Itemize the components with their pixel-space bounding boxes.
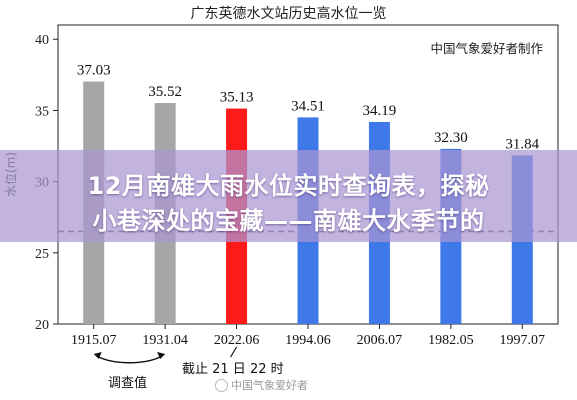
x-tick-label: 2006.07	[357, 333, 403, 348]
y-tick-label: 35	[35, 104, 49, 119]
watermark-text: 中国气象爱好者	[231, 379, 308, 392]
y-tick-label: 20	[35, 318, 49, 333]
survey-arrowhead-left	[93, 352, 102, 359]
value-label: 34.51	[291, 98, 325, 114]
headline-overlay: 12月南雄大雨水位实时查询表，探秘 小巷深处的宝藏——南雄大水季节的	[0, 150, 577, 242]
value-label: 35.52	[148, 84, 182, 100]
x-tick-label: 2022.06	[214, 333, 260, 348]
x-tick-label: 1997.07	[500, 333, 546, 348]
value-label: 34.19	[363, 103, 397, 119]
value-label: 32.30	[434, 130, 468, 146]
survey-bracket	[96, 355, 163, 364]
y-tick-label: 40	[35, 33, 49, 48]
x-tick-label: 1982.05	[428, 333, 474, 348]
survey-note: 调查值	[108, 376, 148, 391]
cutoff-note: 截止 21 日 22 时	[182, 362, 284, 377]
cutoff-pointer	[230, 346, 238, 358]
headline-line-1: 12月南雄大雨水位实时查询表，探秘	[87, 172, 490, 200]
x-tick-label: 1931.04	[142, 333, 188, 348]
watermark-logo-icon	[215, 379, 228, 392]
survey-arrowhead-right	[157, 352, 166, 359]
credit-label: 中国气象爱好者制作	[430, 41, 543, 56]
x-tick-label: 1994.06	[285, 333, 331, 348]
x-tick-label: 1915.07	[71, 333, 117, 348]
watermark: 中国气象爱好者	[215, 377, 308, 393]
value-label: 31.84	[505, 136, 539, 152]
chart-title: 广东英德水文站历史高水位一览	[190, 6, 387, 22]
value-label: 35.13	[220, 90, 254, 106]
headline-line-2: 小巷深处的宝藏——南雄大水季节的	[92, 207, 485, 235]
value-label: 37.03	[77, 63, 111, 79]
y-tick-label: 25	[35, 247, 49, 262]
